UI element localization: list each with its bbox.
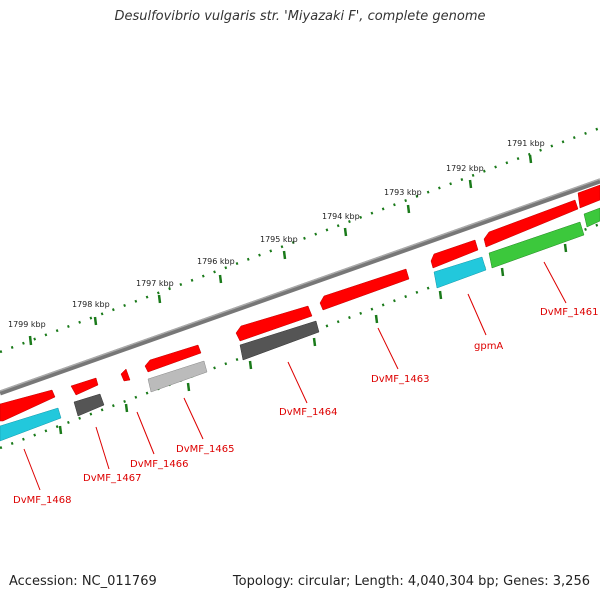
genome-backbone-highlight: [0, 178, 600, 392]
ruler-tick: [282, 250, 287, 260]
kbp-label: 1792 kbp: [446, 164, 484, 173]
ruler-tick: [218, 274, 223, 284]
gene-label[interactable]: DvMF_1467: [83, 473, 141, 484]
inner-tick: [58, 425, 63, 435]
gene-label[interactable]: DvMF_1464: [279, 407, 337, 418]
kbp-label: 1796 kbp: [197, 257, 235, 266]
feature-DvMF_1464-cds[interactable]: [239, 320, 320, 361]
gene-gpmA-forward[interactable]: [430, 239, 479, 269]
leader-line: [183, 397, 204, 440]
gene-DvMF_1464-forward[interactable]: [235, 305, 313, 342]
feature-DvMF_1467-cds[interactable]: [73, 393, 105, 417]
map-title: Desulfovibrio vulgaris str. 'Miyazaki F'…: [114, 9, 486, 24]
gene-DvMF_1461-forward[interactable]: [483, 199, 579, 248]
accession-text: Accession: NC_011769: [9, 574, 157, 589]
kbp-label: 1795 kbp: [260, 235, 298, 244]
gene-DvMF_1465-forward[interactable]: [144, 344, 202, 373]
genome-summary-text: Topology: circular; Length: 4,040,304 bp…: [232, 574, 590, 589]
kbp-label: 1797 kbp: [136, 279, 174, 288]
feature-next-cds[interactable]: [583, 207, 600, 228]
ruler-tick: [157, 294, 162, 304]
ruler-tick: [343, 227, 348, 237]
leader-line: [287, 361, 308, 404]
gene-labels: DvMF_1468 DvMF_1467 DvMF_1466 DvMF_1465 …: [13, 307, 598, 506]
kbp-label: 1794 kbp: [322, 212, 360, 221]
leader-line: [136, 411, 155, 455]
inner-tick: [438, 290, 443, 300]
feature-DvMF_1468-cds[interactable]: [0, 407, 62, 442]
gene-label[interactable]: DvMF_1468: [13, 495, 71, 506]
gene-DvMF_1467-forward[interactable]: [70, 377, 99, 396]
gene-DvMF_1468-forward[interactable]: [0, 389, 56, 422]
inner-tick: [248, 360, 253, 370]
leader-line: [377, 327, 399, 370]
gene-next-forward[interactable]: [577, 184, 600, 209]
leader-line: [467, 293, 487, 336]
gene-label[interactable]: DvMF_1463: [371, 374, 429, 385]
inner-ruler-ticks: [58, 243, 568, 435]
inner-tick: [563, 243, 568, 253]
inner-tick: [312, 337, 317, 347]
leader-line: [543, 261, 567, 304]
label-leaders: [23, 261, 567, 491]
leader-line: [23, 448, 41, 491]
feature-DvMF_1465-cds[interactable]: [147, 360, 208, 393]
kbp-label: 1793 kbp: [384, 188, 422, 197]
kbp-label: 1791 kbp: [507, 139, 545, 148]
reverse-features: [0, 207, 600, 442]
ruler-tick: [528, 154, 533, 164]
ruler-tick: [468, 179, 473, 189]
kbp-label: 1798 kbp: [72, 300, 110, 309]
kbp-label: 1799 kbp: [8, 320, 46, 329]
feature-gpmA-cds[interactable]: [433, 256, 487, 289]
inner-tick: [186, 382, 191, 392]
ruler-tick: [406, 204, 411, 214]
feature-DvMF_1461-cds[interactable]: [488, 221, 585, 269]
inner-tick: [500, 267, 505, 277]
leader-line: [95, 426, 110, 470]
kbp-ruler: 1799 kbp 1798 kbp 1797 kbp 1796 kbp 1795…: [0, 126, 600, 354]
inner-tick: [374, 314, 379, 324]
genome-backbone: [0, 178, 600, 396]
gene-label[interactable]: DvMF_1461: [540, 307, 598, 318]
gene-DvMF_1463-forward[interactable]: [319, 268, 410, 311]
ruler-tick: [28, 335, 33, 346]
gene-label[interactable]: DvMF_1465: [176, 444, 234, 455]
gene-label[interactable]: DvMF_1466: [130, 459, 188, 470]
forward-genes: [0, 184, 600, 422]
gene-DvMF_1466-forward[interactable]: [120, 368, 131, 382]
ruler-tick: [93, 316, 98, 326]
inner-tick: [124, 403, 129, 413]
gene-label[interactable]: gpmA: [474, 341, 503, 352]
